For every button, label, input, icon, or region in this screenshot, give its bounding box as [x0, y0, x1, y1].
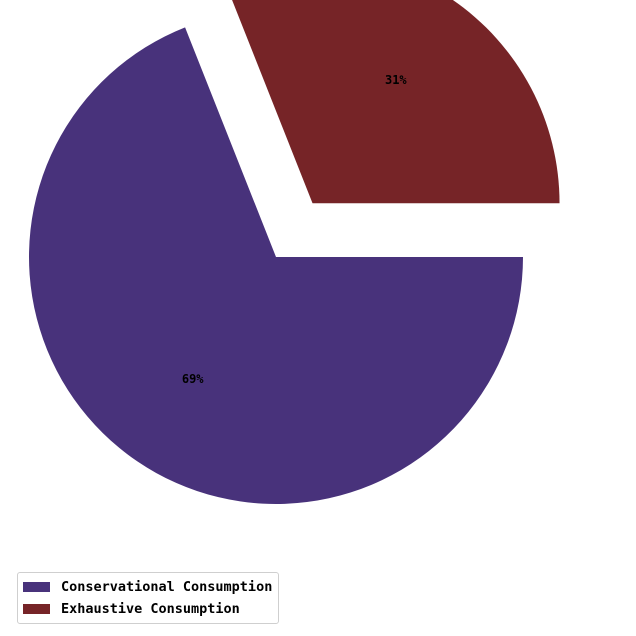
legend-item-exhaustive: Exhaustive Consumption [23, 598, 272, 620]
slice-percent-label-exhaustive: 31% [385, 73, 407, 87]
legend-swatch-conservational [23, 582, 50, 592]
pie-slice-conservational-consumption [29, 27, 524, 505]
legend-label-conservational: Conservational Consumption [61, 579, 273, 595]
legend-item-conservational: Conservational Consumption [23, 576, 272, 598]
legend-swatch-exhaustive [23, 604, 50, 614]
slice-percent-label-conservational: 69% [182, 372, 204, 386]
legend: Conservational Consumption Exhaustive Co… [17, 572, 280, 624]
legend-label-exhaustive: Exhaustive Consumption [61, 601, 240, 617]
pie-slice-exhaustive-consumption [232, 0, 560, 204]
